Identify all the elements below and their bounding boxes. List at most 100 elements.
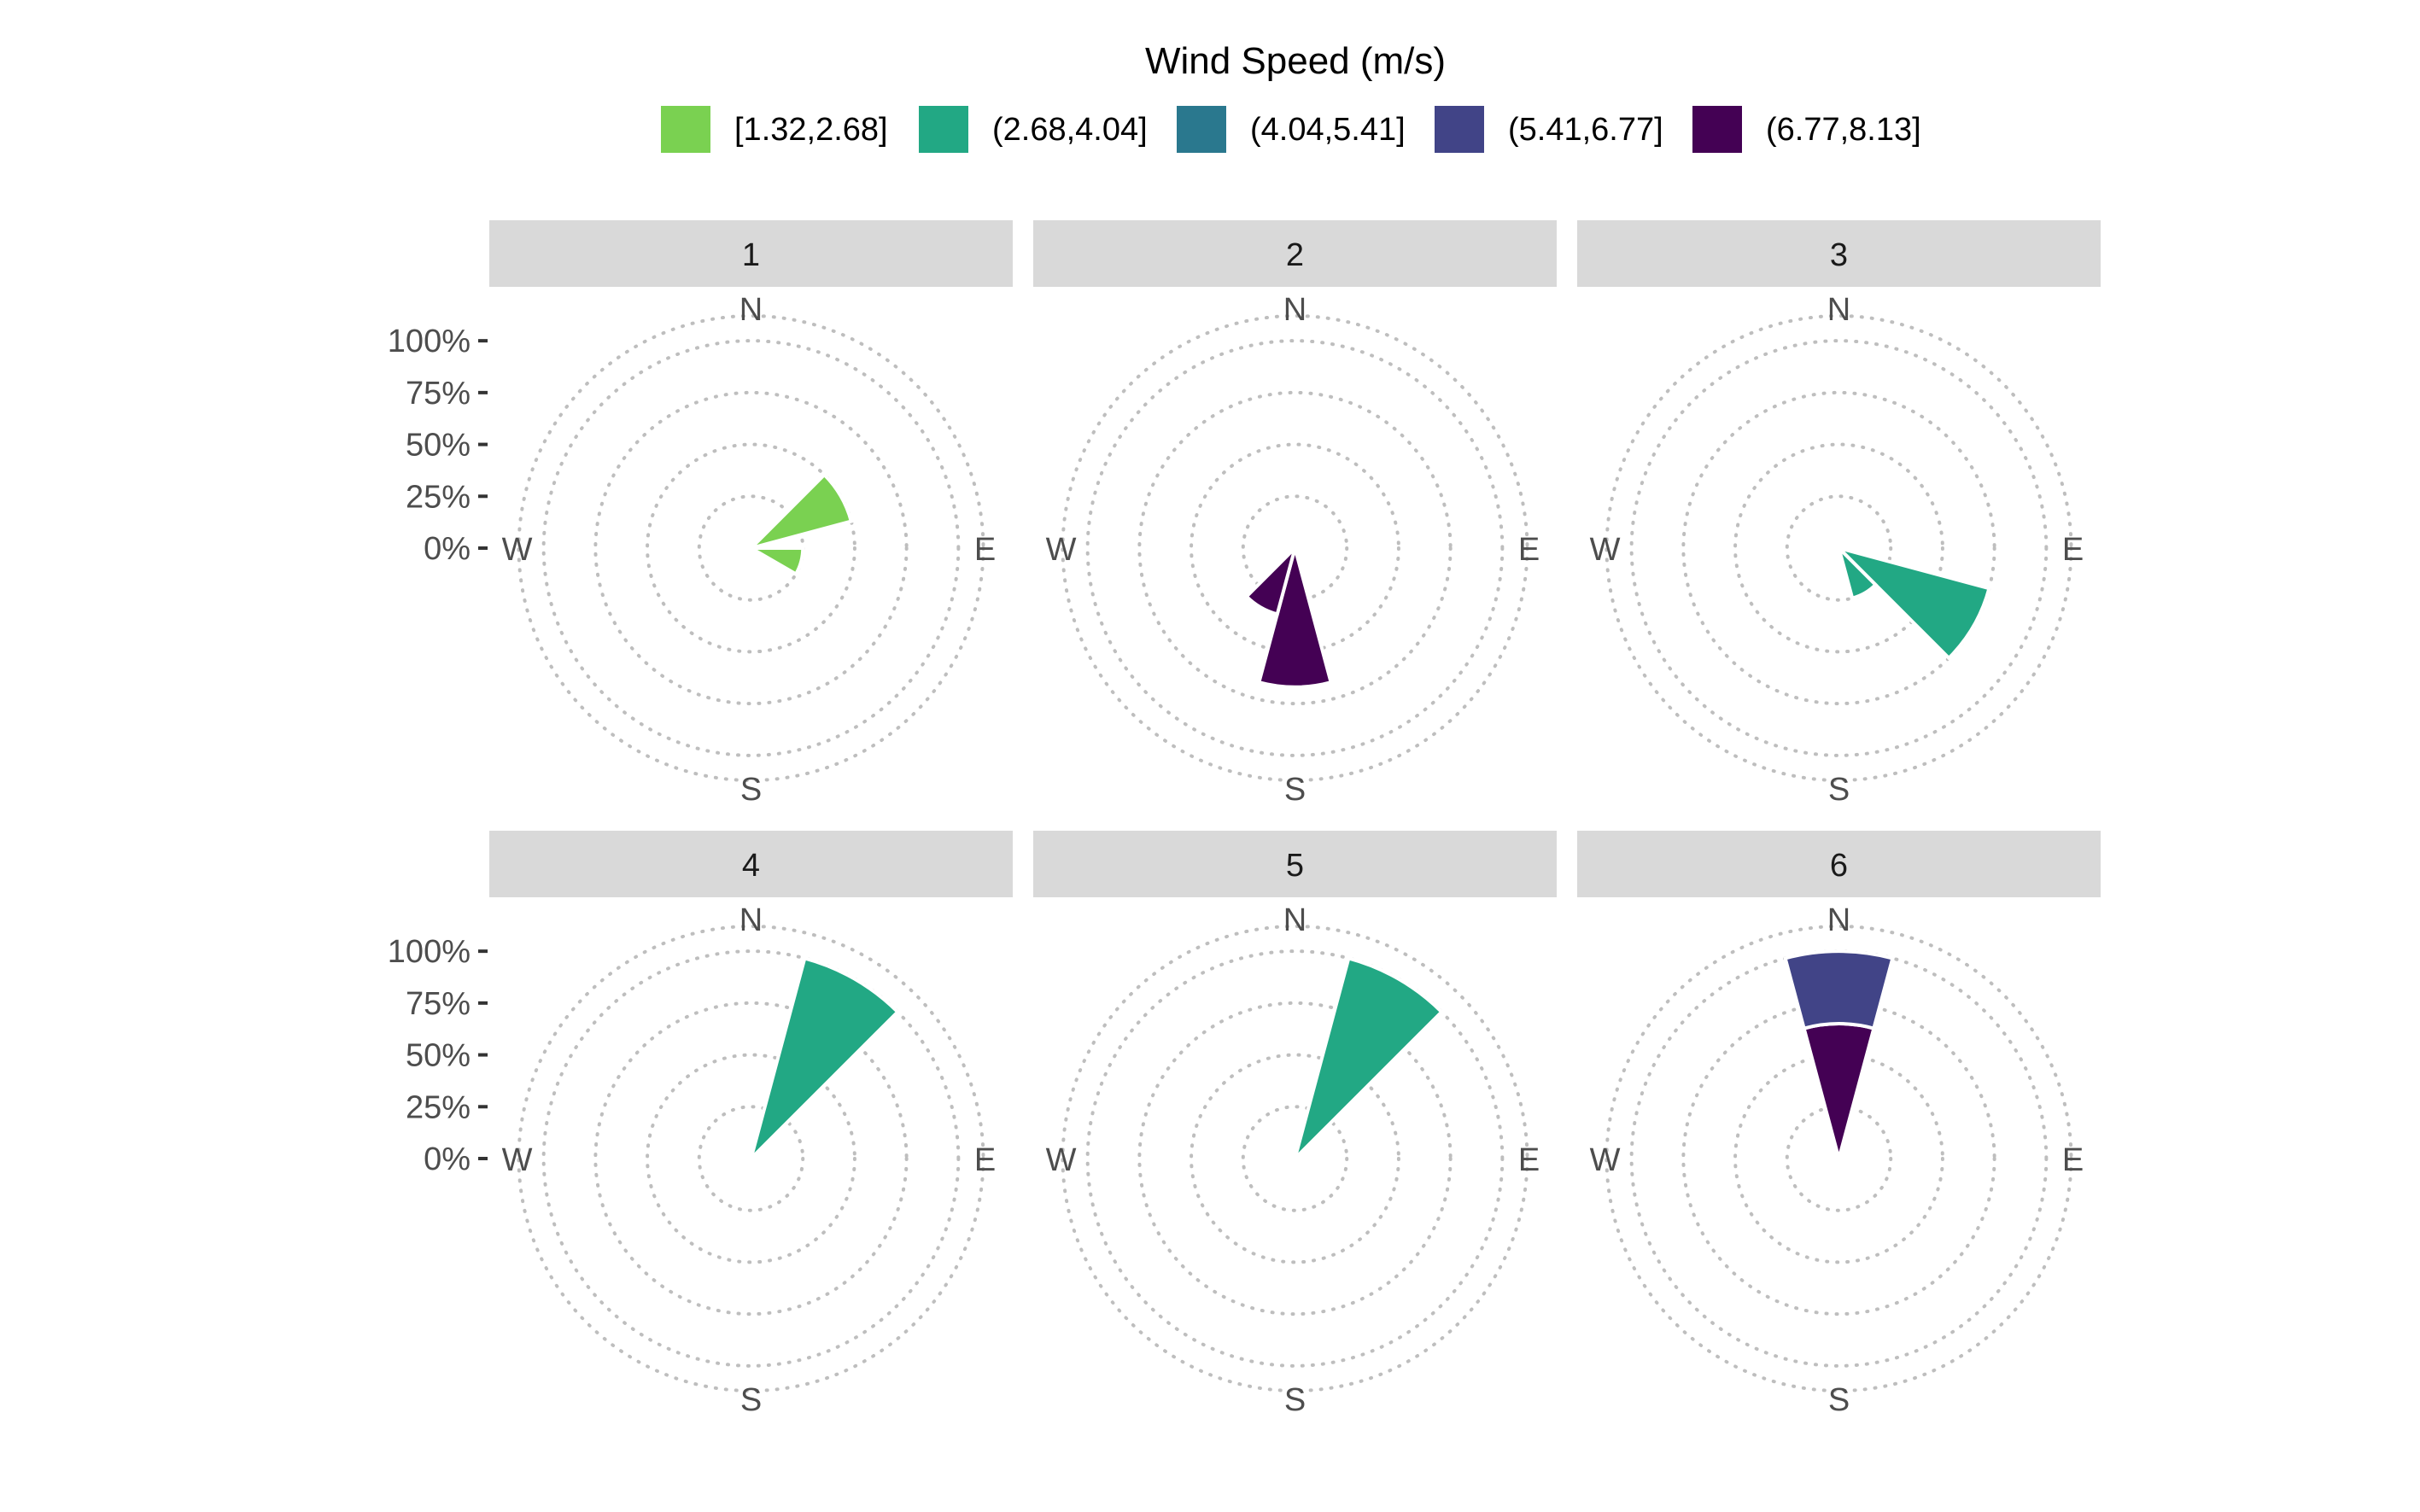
wind-bar-segment [747, 955, 901, 1165]
facet-strip [1577, 831, 2101, 897]
facet-label: 3 [1830, 237, 1848, 273]
axis-tick-label: 100% [388, 934, 471, 970]
direction-label: S [740, 1382, 762, 1418]
legend-key [1177, 106, 1226, 153]
grid-circle-outer [517, 314, 985, 782]
grid-circle [541, 339, 961, 757]
direction-label: S [1284, 772, 1306, 808]
wind-bar-segment [1256, 541, 1334, 689]
direction-label: N [739, 292, 763, 328]
direction-label: E [1518, 1142, 1540, 1178]
legend-key [661, 106, 710, 153]
legend-label: (6.77,8.13] [1766, 112, 1921, 148]
direction-label: W [502, 1142, 533, 1178]
direction-label: E [2062, 532, 2084, 568]
wind-bar-segment [745, 546, 805, 577]
grid-circle [1137, 390, 1453, 706]
legend-label: [1.32,2.68] [734, 112, 888, 148]
direction-label: S [1828, 1382, 1850, 1418]
grid-circle-outer [1605, 925, 2073, 1392]
facet-panel: 6 N E S W [1577, 831, 2101, 1418]
grid-circle [1681, 1001, 1996, 1316]
direction-label: N [1283, 902, 1306, 938]
legend-key [919, 106, 968, 153]
legend-label: (4.04,5.41] [1250, 112, 1406, 148]
facet-strip [489, 831, 1013, 897]
direction-label: N [739, 902, 763, 938]
axis-tick-label: 0% [424, 531, 471, 567]
direction-label: S [1284, 1382, 1306, 1418]
axis-tick-label: 75% [406, 376, 471, 412]
axis-tick-label: 25% [406, 479, 471, 515]
facet-panel: 1 N E S W 0% 25% 50% 75% 100% [388, 220, 1013, 808]
grid-circle [593, 390, 909, 706]
axis-tick-label: 25% [406, 1089, 471, 1125]
grid-circle-outer [1061, 314, 1529, 782]
direction-label: N [1827, 902, 1850, 938]
wind-bar-segment [1833, 545, 1991, 661]
legend-title: Wind Speed (m/s) [1145, 40, 1446, 82]
wind-bar-segment [1783, 949, 1895, 1030]
direction-label: S [740, 772, 762, 808]
facet-panel: 4 N E S W 0% 25% 50% 75% 100% [388, 831, 1013, 1418]
grid-circle [1681, 390, 1996, 706]
wind-bar-segment [1835, 542, 1879, 601]
legend-label: (2.68,4.04] [992, 112, 1148, 148]
direction-label: W [1590, 532, 1621, 568]
wind-bar-segment [745, 472, 854, 552]
legend-entry: [1.32,2.68] [661, 106, 888, 153]
grid-circle [646, 442, 856, 654]
direction-label: E [1518, 532, 1540, 568]
grid-circle [1733, 1053, 1944, 1264]
facet-label: 1 [742, 237, 760, 273]
axis-tick-label: 75% [406, 986, 471, 1022]
grid-circle [1629, 339, 2049, 757]
direction-label: S [1828, 772, 1850, 808]
facet-panel: 5 N E S W [1033, 831, 1557, 1418]
grid-circle [646, 1053, 856, 1264]
axis-tick-label: 0% [424, 1141, 471, 1177]
grid-circle [593, 1001, 909, 1316]
grid-circle-outer [1061, 925, 1529, 1392]
wind-bar-segment [1291, 955, 1445, 1165]
direction-label: E [974, 1142, 996, 1178]
legend-entry: (2.68,4.04] [919, 106, 1148, 153]
direction-label: E [974, 532, 996, 568]
legend-entry: (4.04,5.41] [1177, 106, 1406, 153]
facet-label: 6 [1830, 848, 1848, 884]
legend-key [1692, 106, 1742, 153]
axis-tick-label: 50% [406, 428, 471, 464]
facet-strip [1033, 220, 1557, 287]
wind-bar-segment [1244, 542, 1299, 616]
facet-strip [1577, 220, 2101, 287]
legend: Wind Speed (m/s) [1.32,2.68] (2.68,4.04] (… [661, 40, 1921, 153]
axis-tick-label: 50% [406, 1038, 471, 1074]
grid-circle [697, 1105, 805, 1212]
facet-strip [489, 220, 1013, 287]
grid-circle [1241, 1105, 1349, 1212]
facet-label: 4 [742, 848, 760, 884]
grid-circle-outer [1605, 314, 2073, 782]
grid-circle [1085, 339, 1505, 757]
grid-circle [1190, 1053, 1400, 1264]
legend-key [1435, 106, 1484, 153]
facet-panel: 3 N E S W [1577, 220, 2101, 808]
facet-label: 2 [1286, 237, 1304, 273]
direction-label: N [1827, 292, 1850, 328]
direction-label: E [2062, 1142, 2084, 1178]
grid-circle [1785, 1105, 1893, 1212]
axis-tick-label: 100% [388, 324, 471, 359]
grid-circle [1137, 1001, 1453, 1316]
direction-label: W [1046, 532, 1077, 568]
facet-panel: 2 N E S W [1033, 220, 1557, 808]
grid-circle [1085, 949, 1505, 1368]
legend-label: (5.41,6.77] [1508, 112, 1663, 148]
grid-circle [541, 949, 961, 1368]
facet-strip [1033, 831, 1557, 897]
facet-label: 5 [1286, 848, 1304, 884]
grid-circle [1629, 949, 2049, 1368]
legend-entry: (5.41,6.77] [1435, 106, 1663, 153]
grid-circle [1785, 494, 1893, 602]
legend-entry: (6.77,8.13] [1692, 106, 1921, 153]
